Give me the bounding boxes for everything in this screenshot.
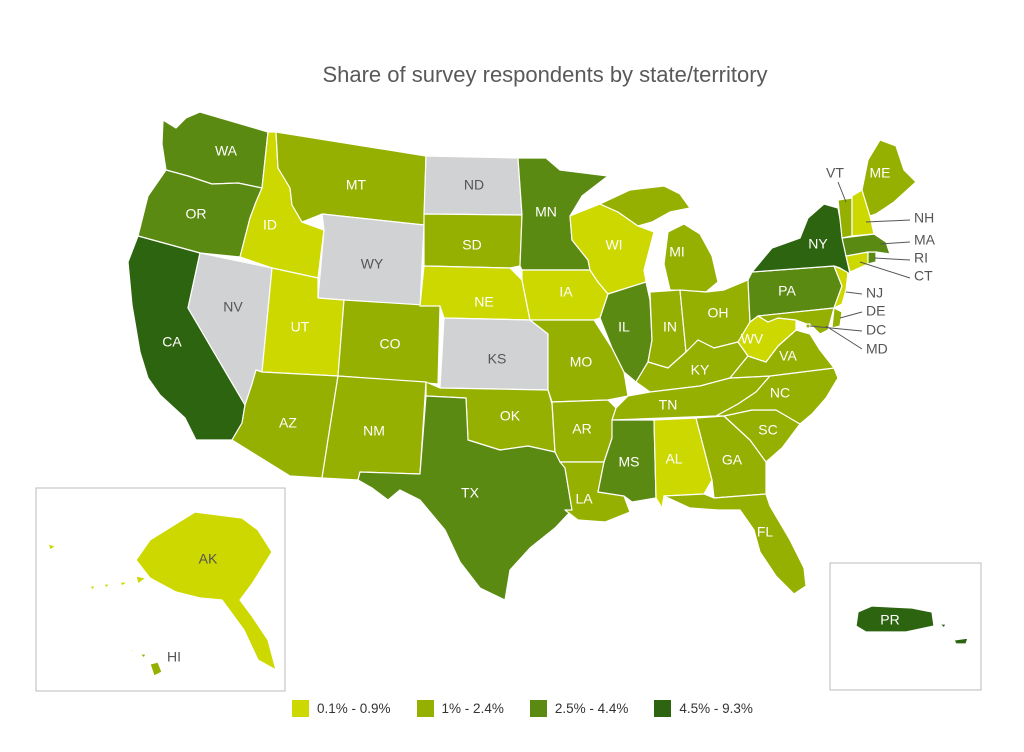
leader-CT xyxy=(859,261,911,279)
state-NY[interactable] xyxy=(751,203,851,275)
state-label-NV: NV xyxy=(223,299,243,315)
state-ME[interactable] xyxy=(861,139,917,217)
puerto-rico-inset-frame xyxy=(829,562,982,691)
state-label-WV: WV xyxy=(741,331,764,347)
state-label-NY: NY xyxy=(808,236,828,252)
callout-DE: DE xyxy=(866,303,885,319)
state-label-IA: IA xyxy=(559,284,573,300)
state-label-SC: SC xyxy=(758,422,777,438)
state-label-GA: GA xyxy=(722,452,743,468)
state-TX[interactable] xyxy=(357,395,573,601)
state-label-WA: WA xyxy=(215,143,238,159)
state-AK[interactable] xyxy=(135,511,277,671)
state-label-NM: NM xyxy=(363,423,385,439)
leader-DE xyxy=(839,311,863,319)
state-label-AL: AL xyxy=(665,451,682,467)
state-label-ID: ID xyxy=(263,217,277,233)
callout-DC: DC xyxy=(866,322,886,338)
legend-swatch xyxy=(529,699,547,717)
state-DE[interactable] xyxy=(831,307,843,329)
state-SD[interactable] xyxy=(423,213,523,269)
state-CO[interactable] xyxy=(337,299,441,385)
legend-swatch xyxy=(292,699,309,717)
state-MI[interactable] xyxy=(599,185,719,293)
leader-MA xyxy=(879,241,911,245)
state-label-IL: IL xyxy=(618,319,630,335)
state-label-PR: PR xyxy=(880,612,899,628)
state-label-AK: AK xyxy=(199,551,218,567)
state-HI[interactable] xyxy=(129,649,163,677)
alaska-island-chain xyxy=(47,543,147,591)
state-label-SD: SD xyxy=(462,237,481,253)
state-DC[interactable] xyxy=(805,323,811,329)
state-NC[interactable] xyxy=(715,367,839,425)
leader-DC xyxy=(809,325,863,332)
state-label-WY: WY xyxy=(361,256,384,272)
state-label-ME: ME xyxy=(870,165,891,181)
state-label-OH: OH xyxy=(708,305,729,321)
alaska-hawaii-inset-frame xyxy=(35,487,286,692)
state-label-LA: LA xyxy=(575,491,593,507)
state-label-CO: CO xyxy=(380,336,401,352)
legend-label: 0.1% - 0.9% xyxy=(317,700,391,716)
state-label-MI: MI xyxy=(669,244,685,260)
callout-NJ: NJ xyxy=(866,285,883,301)
state-label-UT: UT xyxy=(291,319,310,335)
map-title: Share of survey respondents by state/ter… xyxy=(322,62,768,87)
state-label-NC: NC xyxy=(770,385,790,401)
state-PR[interactable] xyxy=(855,605,969,645)
state-label-NE: NE xyxy=(474,294,493,310)
state-MO[interactable] xyxy=(529,319,629,403)
leader-MD xyxy=(825,325,863,350)
state-MA[interactable] xyxy=(841,233,891,257)
callout-CT: CT xyxy=(914,268,933,284)
legend-label: 1% - 2.4% xyxy=(441,700,504,716)
state-label-ND: ND xyxy=(464,177,484,193)
state-NH[interactable] xyxy=(851,189,875,237)
callout-MA: MA xyxy=(914,232,936,248)
northeast-callouts: VT NH MA RI CT NJ DE DC MD xyxy=(809,165,936,357)
state-label-VA: VA xyxy=(779,348,797,364)
leader-VT xyxy=(837,181,847,203)
callout-VT: VT xyxy=(826,165,844,181)
leader-NJ xyxy=(845,291,863,295)
state-label-CA: CA xyxy=(162,334,182,350)
state-label-MT: MT xyxy=(346,177,367,193)
legend-swatch xyxy=(416,699,434,717)
state-label-AR: AR xyxy=(572,421,591,437)
state-label-IN: IN xyxy=(663,319,677,335)
legend-label: 4.5% - 9.3% xyxy=(679,700,753,716)
state-label-TX: TX xyxy=(461,485,480,501)
legend-item: 1% - 2.4% xyxy=(416,699,504,717)
state-label-MO: MO xyxy=(570,354,593,370)
legend-swatch xyxy=(654,699,672,717)
callout-MD: MD xyxy=(866,341,888,357)
state-label-TN: TN xyxy=(659,397,678,413)
state-label-MS: MS xyxy=(619,454,640,470)
state-label-WI: WI xyxy=(605,237,622,253)
state-label-HI: HI xyxy=(167,649,181,665)
legend-label: 2.5% - 4.4% xyxy=(554,700,629,716)
legend-item: 4.5% - 9.3% xyxy=(654,699,753,717)
state-label-FL: FL xyxy=(757,524,774,540)
state-FL[interactable] xyxy=(663,493,807,595)
legend-item: 2.5% - 4.4% xyxy=(529,699,629,717)
state-label-OK: OK xyxy=(500,408,521,424)
callout-NH: NH xyxy=(914,210,934,226)
legend: 0.1% - 0.9% 1% - 2.4% 2.5% - 4.4% 4.5% -… xyxy=(292,698,753,718)
state-label-PA: PA xyxy=(778,283,796,299)
state-label-AZ: AZ xyxy=(279,415,297,431)
legend-item: 0.1% - 0.9% xyxy=(292,699,391,717)
state-label-KS: KS xyxy=(488,351,507,367)
callout-RI: RI xyxy=(914,250,928,266)
state-label-KY: KY xyxy=(691,362,710,378)
leader-NH xyxy=(865,219,911,223)
leader-RI xyxy=(873,257,911,261)
state-label-OR: OR xyxy=(186,206,207,222)
state-label-MN: MN xyxy=(535,204,557,220)
